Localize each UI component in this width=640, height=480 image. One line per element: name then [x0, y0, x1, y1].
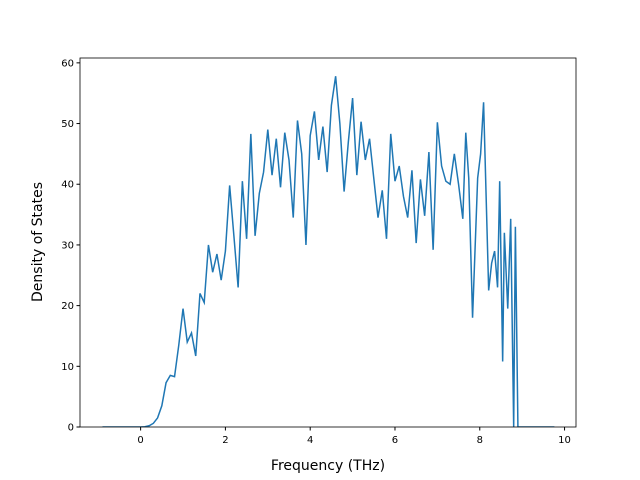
y-tick-label: 10: [61, 362, 74, 373]
y-tick-label: 30: [61, 240, 74, 251]
y-tick-label: 40: [61, 180, 74, 191]
x-tick-label: 10: [558, 435, 571, 446]
x-tick-label: 2: [222, 435, 228, 446]
y-tick-label: 0: [68, 423, 74, 434]
x-tick-label: 0: [137, 435, 143, 446]
x-tick-label: 4: [307, 435, 313, 446]
x-axis-label: Frequency (THz): [271, 458, 385, 474]
y-tick-label: 50: [61, 119, 74, 130]
x-tick-label: 6: [392, 435, 398, 446]
x-tick-label: 8: [477, 435, 483, 446]
y-tick-label: 60: [61, 58, 74, 69]
line: [102, 76, 555, 427]
y-tick-label: 20: [61, 301, 74, 312]
y-axis-label: Density of States: [30, 182, 46, 302]
plot-frame: [79, 57, 577, 428]
